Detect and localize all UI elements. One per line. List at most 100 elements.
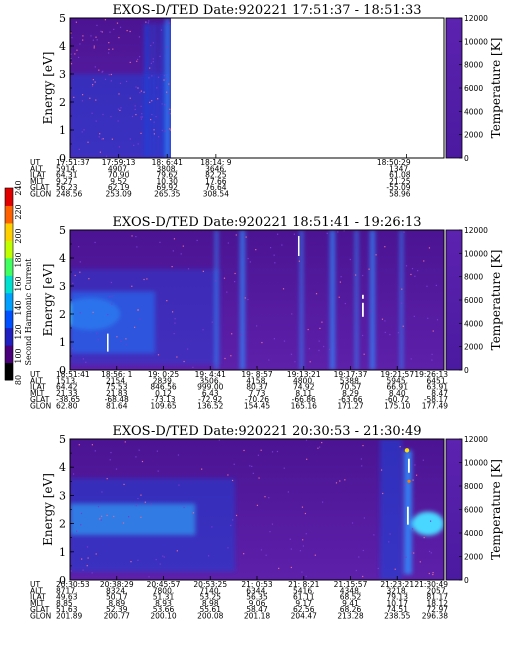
ephemeris-value: 7140. (200, 586, 221, 595)
ephemeris-value: 200.08 (197, 612, 223, 621)
ephemeris-value: 51.31 (153, 593, 175, 602)
ephemeris-value: 63.91 (427, 383, 449, 392)
ephemeris-value: 2057. (427, 586, 448, 595)
ephemeris-value: 6451. (427, 376, 448, 385)
ephemeris-value: 7.73 (249, 389, 266, 398)
ephemeris-value: 68.26 (340, 605, 362, 614)
ephemeris-value: 253.09 (105, 190, 131, 199)
ephemeris-value: 248.56 (56, 190, 82, 199)
ephemeris-value: 154.45 (244, 402, 270, 411)
ephemeris-value: -58.17 (424, 395, 448, 404)
y-axis-label: Energy [eV] (41, 52, 55, 125)
ephemeris-value: 20:38:29 (100, 580, 134, 589)
colorbar-segment (5, 362, 13, 381)
ephemeris-value: 8324. (106, 586, 127, 595)
y-tick-label: 4 (59, 252, 66, 265)
ephemeris-value: 2839. (153, 376, 174, 385)
ephemeris-value: -68.48 (105, 395, 129, 404)
y-tick-label: 3 (59, 280, 66, 293)
right-tick-label: 6000 (464, 84, 483, 93)
ephemeris-row-label: ALT (30, 376, 43, 385)
colorbar-segment (5, 345, 13, 364)
ephemeris-row-label: UT (30, 158, 40, 167)
ephemeris-value: 6.43 (202, 389, 219, 398)
right-tick-label: 8000 (464, 482, 483, 491)
spectrogram-1 (70, 18, 171, 158)
ephemeris-value: 19:26:13 (414, 370, 448, 379)
ephemeris-row-label: UT (30, 580, 40, 589)
ephemeris-value: -63.66 (338, 395, 362, 404)
ephemeris-value: 58.96 (389, 190, 411, 199)
ephemeris-value: 64.42 (56, 383, 78, 392)
right-tick-label: 6000 (464, 296, 483, 305)
ephemeris-value: 70.57 (340, 383, 362, 392)
ephemeris-value: 999.00 (197, 383, 223, 392)
ephemeris-row-label: ILAT (30, 171, 46, 180)
right-axis-label: Temperature [K] (489, 250, 503, 351)
ephemeris-value: 20:45:57 (147, 580, 181, 589)
ephemeris-value: 69.92 (156, 183, 178, 192)
ephemeris-value: 2154. (106, 376, 127, 385)
ephemeris-row-label: GLAT (30, 183, 50, 192)
right-tick-label: 0 (464, 366, 469, 375)
colorbar-segment (5, 327, 13, 346)
ephemeris-value: 56.35 (246, 593, 268, 602)
colorbar-segment (5, 188, 13, 206)
colorbar-tick-label: 180 (14, 252, 23, 267)
ephemeris-value: 80.37 (246, 383, 268, 392)
ephemeris-value: 5945. (387, 376, 408, 385)
ephemeris-value: 265.35 (154, 190, 180, 199)
colorbar-tick-label: 220 (14, 204, 23, 219)
colorbar: 80 100 120 140 160 180 200 220 240 Second Harmon… (4, 180, 33, 385)
ephemeris-value: 49.63 (56, 593, 78, 602)
right-axis-label: Temperature [K] (489, 459, 503, 560)
ephemeris-value: 76.64 (205, 183, 227, 192)
ephemeris-value: 5416. (293, 586, 314, 595)
panel-title: EXOS-D/TED Date:920221 18:51:41 - 19:26:… (112, 215, 421, 230)
ephemeris-value: 20:30:53 (56, 580, 90, 589)
ephemeris-value: 19:17:37 (334, 370, 368, 379)
right-tick-label: 0 (464, 154, 469, 163)
ephemeris-value: 4348. (340, 586, 361, 595)
ephemeris-value: 56.23 (56, 183, 78, 192)
y-tick-label: 3 (59, 68, 66, 81)
y-axis-label: Energy [eV] (41, 473, 55, 546)
ephemeris-value: 10.17 (387, 599, 409, 608)
ephemeris-row-label: ILAT (30, 593, 46, 602)
colorbar-segment (5, 205, 13, 224)
ephemeris-row-label: GLAT (30, 605, 50, 614)
y-tick-label: 4 (59, 40, 66, 53)
ephemeris-value: 50.17 (106, 593, 128, 602)
ephemeris-value: 8.47 (431, 389, 448, 398)
right-tick-label: 2000 (464, 553, 483, 562)
y-tick-label: 5 (59, 433, 66, 446)
ephemeris-row-label: MLT (30, 389, 45, 398)
ephemeris-value: 17.66 (205, 177, 227, 186)
ephemeris-value: 19: 8:57 (241, 370, 273, 379)
colorbar-tick-label: 100 (14, 348, 23, 363)
ephemeris-value: 8.29 (342, 389, 359, 398)
ephemeris-value: 9.41 (342, 599, 359, 608)
ephemeris-value: 61.08 (389, 171, 411, 180)
ephemeris-value: 21.83 (106, 389, 128, 398)
y-tick-label: 2 (59, 96, 66, 109)
ephemeris-value: 19:21:57 (380, 370, 414, 379)
y-tick-label: 0 (59, 574, 66, 587)
panel-title: EXOS-D/TED Date:920221 17:51:37 - 18:51:… (112, 3, 421, 18)
y-tick-label: 2 (59, 308, 66, 321)
right-tick-label: 10000 (464, 249, 488, 258)
ephemeris-value: 4800. (293, 376, 314, 385)
colorbar-segment (5, 222, 13, 241)
colorbar-tick-label: 120 (14, 324, 23, 339)
colorbar-tick-label: 160 (14, 276, 23, 291)
right-tick-label: 4000 (464, 529, 483, 538)
ephemeris-value: 846.56 (150, 383, 176, 392)
ephemeris-value: 70.90 (108, 171, 130, 180)
colorbar-tick-label: 80 (14, 375, 23, 385)
ephemeris-value: 177.49 (422, 402, 448, 411)
y-tick-label: 1 (59, 546, 66, 559)
ephemeris-value: -38.65 (56, 395, 80, 404)
spectrogram-2 (70, 230, 444, 370)
right-tick-label: 6000 (464, 506, 483, 515)
